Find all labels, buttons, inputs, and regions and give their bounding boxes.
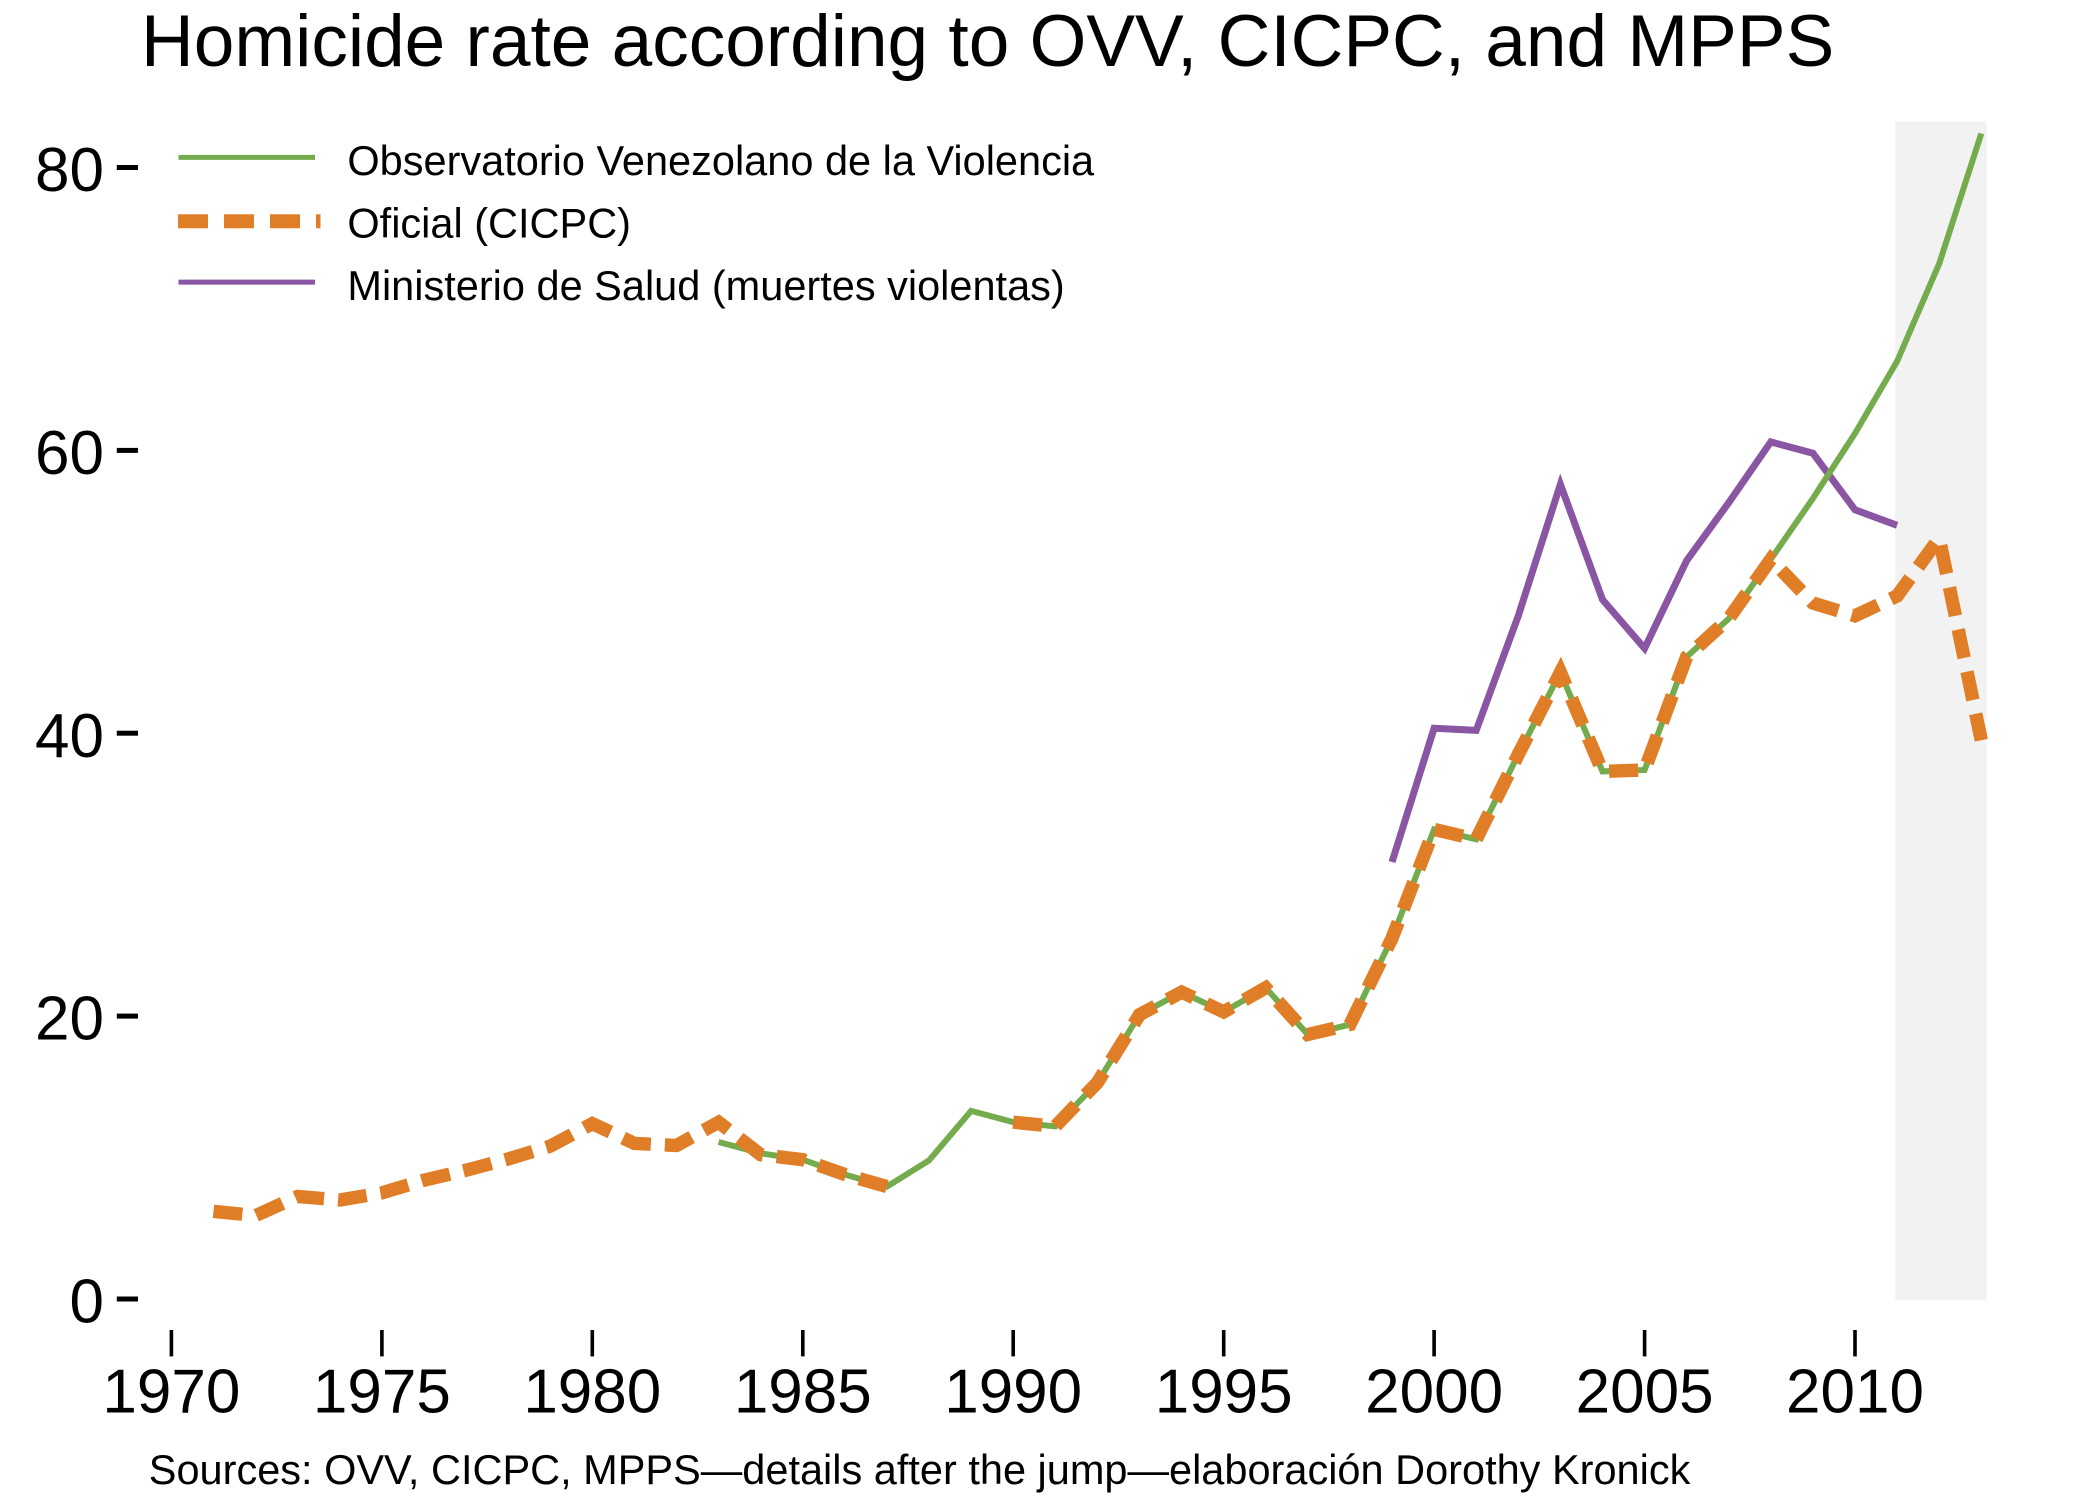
svg-text:Oficial (CICPC): Oficial (CICPC) <box>347 200 631 247</box>
svg-text:2010: 2010 <box>1786 1358 1924 1427</box>
svg-text:1990: 1990 <box>944 1358 1082 1427</box>
svg-text:Ministerio de Salud (muertes v: Ministerio de Salud (muertes violentas) <box>347 262 1064 309</box>
svg-text:1985: 1985 <box>734 1358 872 1427</box>
svg-text:20: 20 <box>35 985 104 1054</box>
svg-text:1975: 1975 <box>313 1358 451 1427</box>
svg-text:2000: 2000 <box>1365 1358 1503 1427</box>
svg-text:Sources: OVV, CICPC, MPPS—deta: Sources: OVV, CICPC, MPPS—details after … <box>149 1446 1691 1493</box>
svg-text:0: 0 <box>70 1268 104 1337</box>
svg-text:Homicide rate according to OVV: Homicide rate according to OVV, CICPC, a… <box>141 1 1834 82</box>
svg-text:60: 60 <box>35 419 104 488</box>
svg-text:1980: 1980 <box>523 1358 661 1427</box>
svg-text:Observatorio Venezolano de la: Observatorio Venezolano de la Violencia <box>347 137 1095 184</box>
svg-text:1995: 1995 <box>1155 1358 1293 1427</box>
svg-text:80: 80 <box>35 136 104 205</box>
svg-text:40: 40 <box>35 702 104 771</box>
svg-text:1970: 1970 <box>102 1358 240 1427</box>
svg-text:2005: 2005 <box>1576 1358 1714 1427</box>
